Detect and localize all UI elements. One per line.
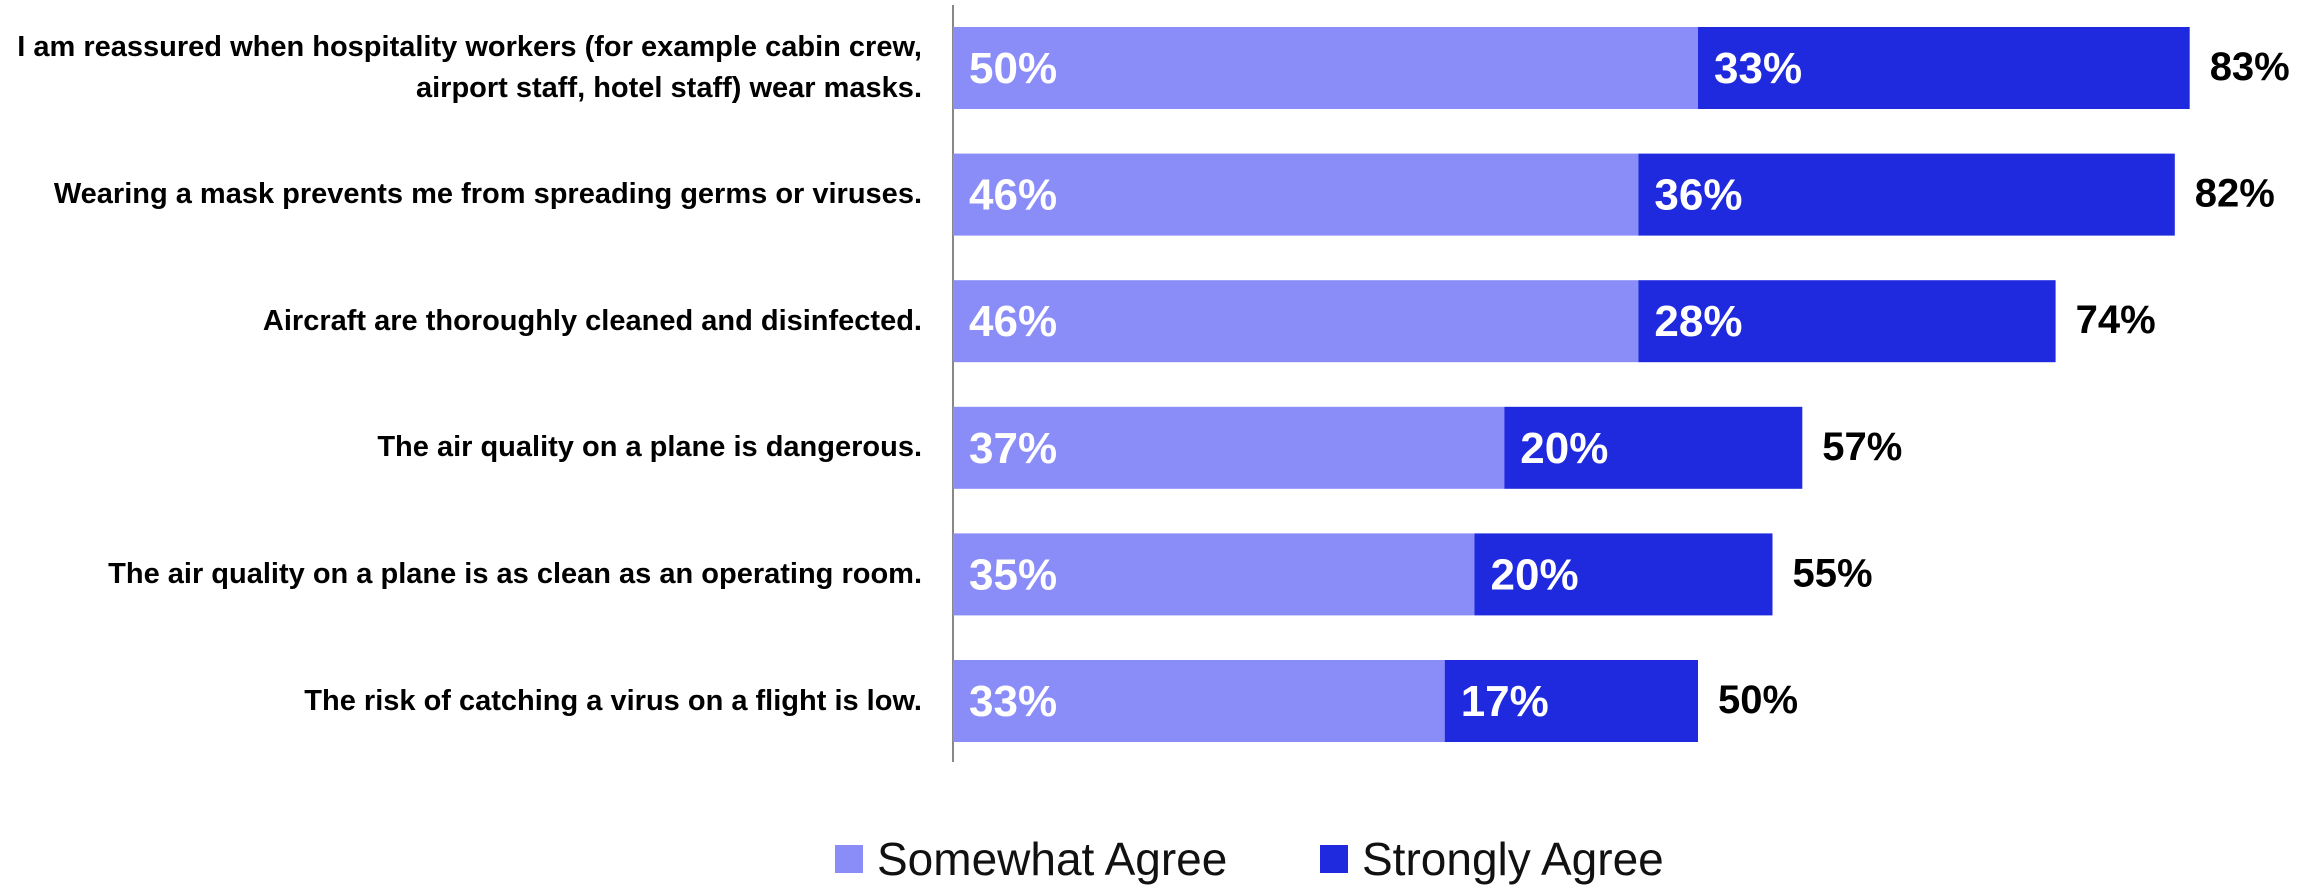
- data-label-somewhat-0: 50%: [969, 44, 1057, 93]
- legend-label-somewhat-agree: Somewhat Agree: [877, 833, 1228, 885]
- bar-strongly-4: [1474, 533, 1773, 616]
- total-label-1: 82%: [2195, 172, 2275, 216]
- category-label-text-1: Wearing a mask prevents me from spreadin…: [53, 178, 922, 211]
- legend-item-strongly-agree: Strongly Agree: [1320, 832, 1664, 886]
- data-label-somewhat-3: 37%: [969, 424, 1057, 473]
- category-label-text-2: Aircraft are thoroughly cleaned and disi…: [262, 304, 922, 337]
- bar-strongly-1: [1638, 153, 2175, 236]
- legend-swatch-strongly-agree: [1320, 845, 1348, 873]
- category-label-text-3: The air quality on a plane is dangerous.: [377, 431, 922, 464]
- legend-label-strongly-agree: Strongly Agree: [1362, 833, 1664, 885]
- category-label-1: Wearing a mask prevents me from spreadin…: [0, 154, 922, 236]
- data-label-strongly-1: 36%: [1654, 171, 1742, 220]
- legend: Somewhat Agree Strongly Agree: [0, 832, 2315, 892]
- data-label-strongly-0: 33%: [1714, 44, 1802, 93]
- bar-somewhat-1: [953, 153, 1639, 236]
- total-label-3: 57%: [1822, 425, 1902, 469]
- legend-swatch-somewhat-agree: [835, 845, 863, 873]
- bar-somewhat-2: [953, 280, 1639, 363]
- data-label-somewhat-4: 35%: [969, 550, 1057, 599]
- category-label-3: The air quality on a plane is dangerous.: [0, 407, 922, 489]
- category-label-2: Aircraft are thoroughly cleaned and disi…: [0, 280, 922, 362]
- category-label-text-0: I am reassured when hospitality workers …: [17, 31, 922, 104]
- data-label-strongly-3: 20%: [1520, 424, 1608, 473]
- bar-strongly-0: [1698, 27, 2190, 109]
- total-label-5: 50%: [1718, 678, 1798, 722]
- category-label-5: The risk of catching a virus on a flight…: [0, 660, 922, 742]
- category-label-text-4: The air quality on a plane is as clean a…: [108, 557, 922, 590]
- bar-somewhat-0: [953, 27, 1698, 109]
- data-label-strongly-4: 20%: [1491, 550, 1579, 599]
- legend-item-somewhat-agree: Somewhat Agree: [835, 832, 1227, 886]
- data-label-somewhat-1: 46%: [969, 171, 1057, 220]
- category-label-text-5: The risk of catching a virus on a flight…: [304, 684, 922, 717]
- category-label-4: The air quality on a plane is as clean a…: [0, 533, 922, 615]
- bar-somewhat-5: [953, 660, 1445, 742]
- bar-strongly-5: [1444, 660, 1698, 742]
- total-label-2: 74%: [2076, 298, 2156, 342]
- data-label-strongly-2: 28%: [1654, 297, 1742, 346]
- total-label-4: 55%: [1793, 551, 1873, 595]
- data-label-strongly-5: 17%: [1461, 677, 1549, 726]
- bar-strongly-2: [1638, 280, 2056, 363]
- bar-somewhat-4: [953, 533, 1475, 616]
- data-label-somewhat-2: 46%: [969, 297, 1057, 346]
- data-label-somewhat-5: 33%: [969, 677, 1057, 726]
- category-label-0: I am reassured when hospitality workers …: [0, 27, 922, 109]
- bar-strongly-3: [1504, 406, 1803, 489]
- bar-somewhat-3: [953, 406, 1505, 489]
- total-label-0: 83%: [2210, 45, 2290, 89]
